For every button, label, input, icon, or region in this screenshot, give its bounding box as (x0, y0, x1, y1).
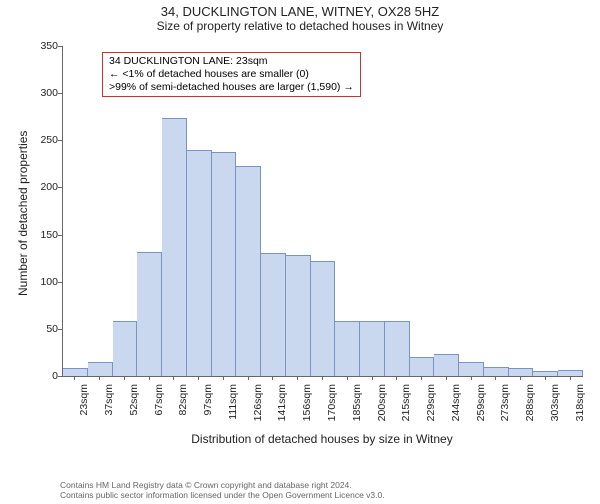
bar (286, 255, 311, 376)
x-tick-label: 67sqm (153, 384, 165, 434)
footer-line: Contains HM Land Registry data © Crown c… (60, 480, 385, 490)
x-tick-label: 156sqm (301, 384, 313, 434)
x-tick-label: 37sqm (103, 384, 115, 434)
bar (434, 354, 459, 376)
x-axis-label: Distribution of detached houses by size … (62, 432, 582, 446)
x-tick-label: 52sqm (128, 384, 140, 434)
bar (533, 371, 558, 376)
bar (63, 368, 88, 376)
x-tick-label: 97sqm (202, 384, 214, 434)
bar (236, 166, 261, 376)
x-tick-label: 215sqm (400, 384, 412, 434)
x-tick-label: 244sqm (450, 384, 462, 434)
bar (558, 370, 583, 376)
y-tick-label: 200 (28, 181, 58, 193)
footer-line: Contains public sector information licen… (60, 490, 385, 500)
bar (459, 362, 484, 376)
y-tick-label: 150 (28, 229, 58, 241)
bar (360, 321, 385, 376)
bar (261, 253, 286, 376)
x-tick-label: 111sqm (227, 384, 239, 434)
x-tick-label: 170sqm (326, 384, 338, 434)
plot-area (62, 46, 583, 377)
y-tick-label: 50 (28, 323, 58, 335)
y-tick-label: 250 (28, 134, 58, 146)
bar (187, 150, 212, 376)
x-tick-label: 259sqm (475, 384, 487, 434)
y-tick-label: 100 (28, 276, 58, 288)
y-tick-label: 350 (28, 40, 58, 52)
bar (137, 252, 162, 376)
bar (335, 321, 360, 376)
x-tick-label: 126sqm (252, 384, 264, 434)
bar (162, 118, 187, 376)
bar (410, 357, 435, 376)
y-axis-label: Number of detached properties (16, 131, 30, 296)
x-tick-label: 82sqm (177, 384, 189, 434)
x-tick-label: 288sqm (524, 384, 536, 434)
bar (385, 321, 410, 376)
x-tick-label: 141sqm (276, 384, 288, 434)
y-tick-label: 300 (28, 87, 58, 99)
bar (311, 261, 336, 376)
x-tick-label: 200sqm (376, 384, 388, 434)
bar (509, 368, 534, 376)
bar (113, 321, 138, 376)
x-tick-label: 185sqm (351, 384, 363, 434)
x-tick-label: 273sqm (499, 384, 511, 434)
x-tick-label: 303sqm (549, 384, 561, 434)
x-tick-label: 23sqm (78, 384, 90, 434)
bar (88, 362, 113, 376)
chart-subtitle: Size of property relative to detached ho… (0, 19, 600, 33)
footer: Contains HM Land Registry data © Crown c… (60, 480, 385, 500)
bar (484, 367, 509, 376)
bar (212, 152, 237, 376)
x-tick-label: 229sqm (425, 384, 437, 434)
x-tick-label: 318sqm (574, 384, 586, 434)
chart-title: 34, DUCKLINGTON LANE, WITNEY, OX28 5HZ (0, 4, 600, 19)
y-tick-label: 0 (28, 370, 58, 382)
